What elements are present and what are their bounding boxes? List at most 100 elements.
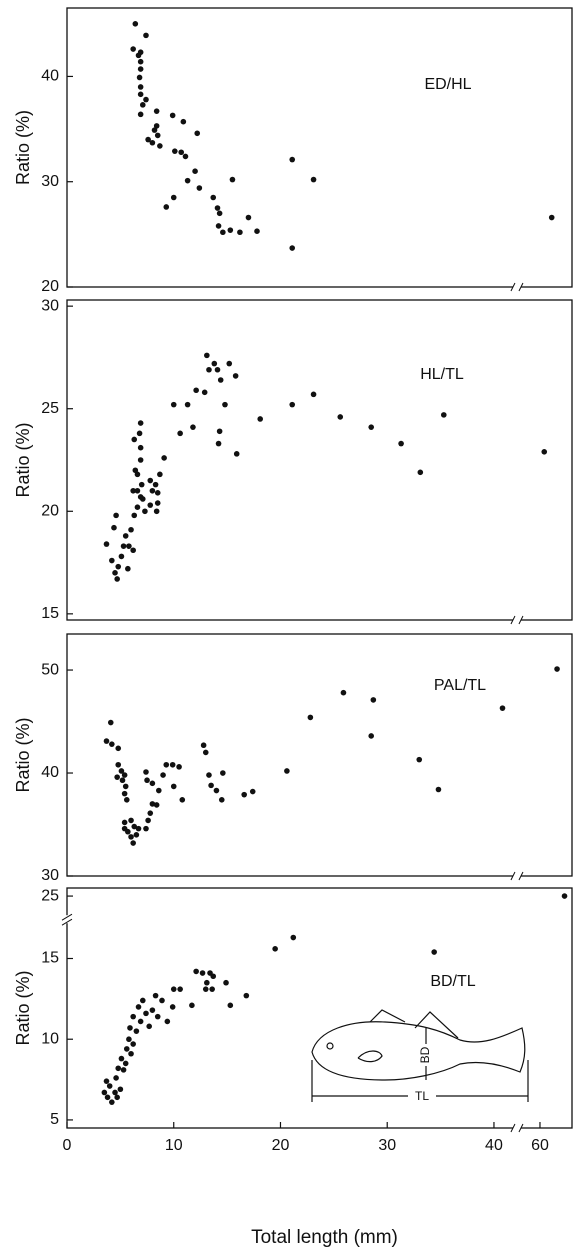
point [143, 1010, 149, 1017]
y-axis-label: Ratio (%) [13, 970, 33, 1045]
y-tick-label: 25 [41, 400, 59, 417]
point [112, 570, 118, 576]
point [209, 986, 215, 992]
point [193, 968, 199, 975]
point [152, 992, 159, 999]
point [368, 733, 375, 739]
axis-break [64, 915, 70, 924]
point [137, 84, 144, 90]
point [114, 576, 120, 582]
point [121, 819, 128, 826]
fish-outline [311, 1021, 526, 1081]
point [113, 1075, 119, 1081]
tl-label: TL [415, 1089, 429, 1103]
point [172, 148, 178, 154]
point [416, 756, 423, 763]
point [218, 796, 225, 803]
point [133, 832, 140, 838]
y-tick-label: 50 [41, 661, 59, 678]
point [118, 553, 125, 560]
point [223, 979, 229, 986]
point [184, 401, 191, 408]
point [130, 547, 136, 554]
point [115, 1065, 122, 1072]
y-tick-label: 25 [41, 887, 59, 904]
point [128, 834, 134, 840]
point [145, 136, 151, 143]
point [204, 352, 210, 359]
point [178, 149, 185, 156]
x-tick-label: 10 [165, 1137, 183, 1154]
point [101, 1089, 108, 1096]
point [214, 366, 221, 373]
axis-break-mark [510, 282, 524, 292]
axis-break-mark [510, 615, 524, 625]
point [121, 790, 128, 797]
point [237, 229, 243, 236]
point [149, 801, 156, 807]
point [189, 1002, 195, 1009]
y-axis-label: Ratio (%) [13, 110, 33, 185]
point [245, 214, 252, 221]
x-axis-label: Total length (mm) [251, 1227, 398, 1248]
point [149, 487, 156, 494]
point [213, 787, 220, 794]
point [152, 481, 159, 488]
point [112, 1089, 118, 1096]
point [153, 508, 160, 515]
panel-annotation: BD/TL [430, 973, 475, 990]
point [310, 391, 317, 398]
point [204, 979, 210, 986]
point [289, 245, 296, 251]
point [123, 1046, 130, 1052]
point [435, 786, 442, 793]
point [160, 772, 166, 778]
point [137, 111, 144, 118]
panel-annotation: PAL/TL [434, 677, 486, 694]
point [144, 777, 150, 784]
x-tick-label: 30 [378, 1137, 396, 1154]
y-tick-label: 15 [41, 950, 59, 967]
point [222, 401, 228, 408]
point [135, 52, 142, 59]
point [157, 471, 163, 478]
point [220, 770, 226, 776]
point [137, 58, 144, 65]
point [199, 970, 206, 976]
y-tick-label: 40 [41, 764, 59, 781]
point [106, 1083, 113, 1089]
point [134, 471, 141, 478]
y-tick-label: 5 [50, 1111, 59, 1128]
point [169, 112, 176, 119]
point [131, 823, 138, 830]
point [137, 66, 144, 72]
point [143, 825, 149, 832]
point [120, 1067, 127, 1073]
point [170, 986, 177, 992]
point [193, 387, 199, 394]
point [128, 817, 134, 824]
point [131, 436, 138, 443]
point [115, 563, 122, 570]
point [118, 768, 125, 774]
point [127, 1025, 133, 1031]
point [130, 1041, 136, 1047]
point [184, 177, 191, 184]
point [215, 440, 222, 447]
panel: 15 20 25 30 Ratio (%) HL/TL [13, 297, 573, 625]
axis-break-mark [61, 913, 73, 926]
point [117, 1086, 124, 1093]
point [226, 360, 233, 367]
point [122, 533, 129, 539]
point [272, 946, 278, 952]
point [182, 153, 189, 160]
point [134, 504, 141, 510]
point [190, 424, 196, 430]
point [541, 448, 548, 455]
point [176, 764, 182, 770]
point [139, 496, 146, 502]
point [368, 424, 375, 430]
bd-label-bg [419, 1044, 433, 1066]
point [254, 228, 260, 234]
